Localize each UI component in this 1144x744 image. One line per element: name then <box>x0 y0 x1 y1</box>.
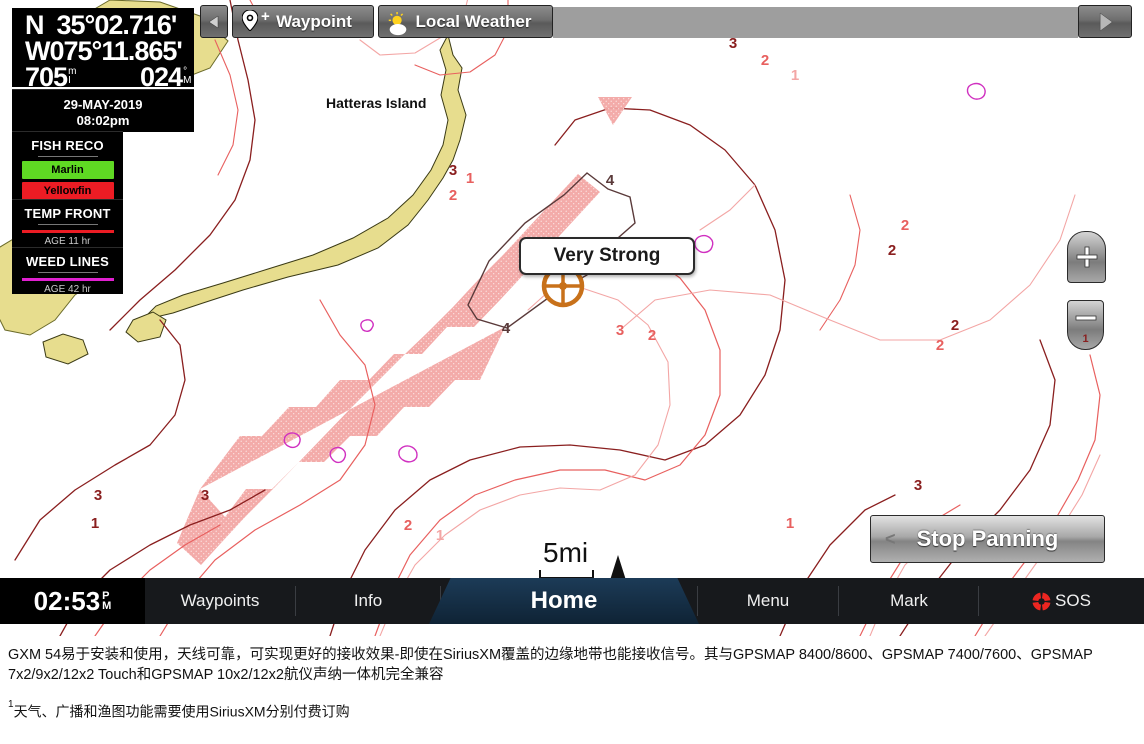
svg-text:5mi: 5mi <box>543 537 588 568</box>
